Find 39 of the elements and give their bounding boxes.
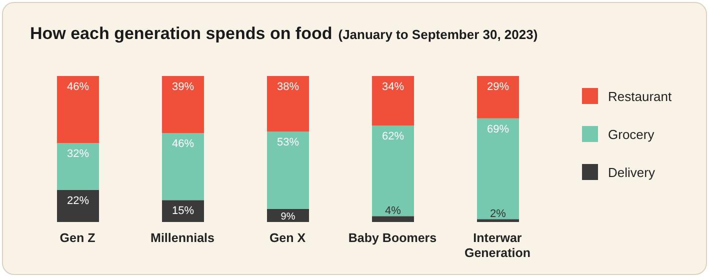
bar bbox=[477, 76, 519, 118]
x-tick-label: Interwar Generation bbox=[464, 231, 530, 260]
data-label: 29% bbox=[486, 81, 510, 93]
data-label: 32% bbox=[66, 148, 90, 160]
data-label: 38% bbox=[276, 81, 300, 93]
bar bbox=[267, 76, 309, 132]
data-label: 39% bbox=[172, 81, 194, 93]
data-label: 22% bbox=[66, 194, 90, 207]
chart-subtitle: (January to September 30, 2023) bbox=[338, 27, 538, 42]
legend-label: Delivery bbox=[607, 164, 656, 180]
data-label: 4% bbox=[385, 205, 402, 218]
bar bbox=[477, 219, 519, 222]
data-label: 53% bbox=[276, 136, 300, 148]
x-tick-label: Gen Z bbox=[60, 231, 96, 245]
bar bbox=[372, 76, 414, 126]
data-label: 15% bbox=[172, 205, 194, 218]
bar bbox=[267, 131, 309, 209]
legend-label: Grocery bbox=[607, 126, 656, 142]
bar bbox=[57, 143, 99, 190]
bar bbox=[372, 216, 414, 222]
bar bbox=[477, 118, 519, 220]
bar bbox=[162, 132, 204, 200]
legend-label: Restaurant bbox=[607, 88, 672, 104]
x-tick-label: Millennials bbox=[150, 231, 214, 245]
data-label: 46% bbox=[172, 138, 194, 150]
bar bbox=[57, 76, 99, 144]
data-label: 9% bbox=[280, 211, 296, 222]
data-label: 69% bbox=[486, 123, 510, 136]
bar bbox=[162, 200, 204, 222]
bar bbox=[162, 76, 204, 133]
data-label: 46% bbox=[66, 81, 90, 93]
data-label: 62% bbox=[382, 130, 404, 143]
chart-title: How each generation spends on food bbox=[30, 24, 332, 43]
bar bbox=[372, 126, 414, 216]
data-label: 2% bbox=[490, 208, 506, 220]
x-tick-label: Gen X bbox=[269, 231, 306, 245]
x-tick-label: Baby Boomers bbox=[348, 231, 437, 245]
data-label: 34% bbox=[382, 81, 404, 93]
bar bbox=[57, 190, 99, 222]
